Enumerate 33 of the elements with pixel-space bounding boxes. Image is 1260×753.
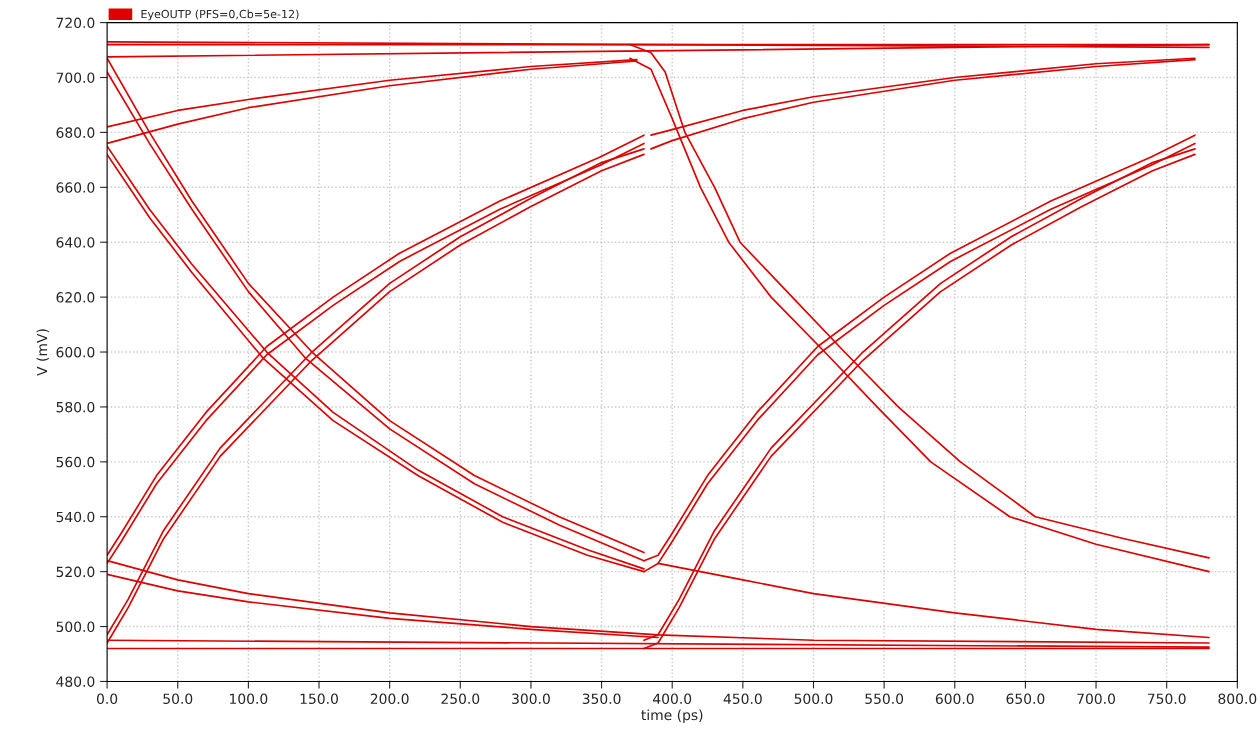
x-tick-label: 0.0 [96, 693, 118, 705]
x-tick-label: 800.0 [1218, 693, 1257, 705]
legend-label: EyeOUTP (PFS=0,Cb=5e-12) [141, 9, 299, 21]
y-tick-label: 680.0 [56, 127, 95, 138]
y-tick-label: 520.0 [56, 566, 95, 578]
x-tick-label: 550.0 [865, 693, 904, 705]
x-tick-label: 300.0 [512, 693, 550, 705]
y-tick-label: 620.0 [56, 292, 95, 303]
x-tick-label: 700.0 [1077, 693, 1115, 705]
x-tick-label: 250.0 [441, 693, 480, 705]
y-tick-label: 540.0 [56, 511, 95, 523]
y-tick-label: 640.0 [56, 237, 95, 248]
x-tick-label: 650.0 [1006, 693, 1045, 705]
y-tick-label: 700.0 [56, 72, 95, 83]
y-tick-label: 480.0 [56, 676, 95, 687]
y-tick-label: 500.0 [56, 621, 95, 633]
y-tick-label: 600.0 [56, 347, 95, 358]
x-tick-label: 100.0 [230, 693, 268, 705]
x-tick-label: 450.0 [723, 693, 762, 705]
x-tick-label: 350.0 [582, 693, 621, 705]
x-tick-label: 200.0 [370, 693, 409, 705]
y-tick-label: 580.0 [56, 401, 95, 413]
x-tick-label: 600.0 [935, 693, 974, 705]
x-tick-label: 50.0 [163, 693, 193, 705]
x-tick-label: 400.0 [653, 693, 692, 705]
y-tick-label: 720.0 [56, 17, 95, 29]
x-tick-label: 750.0 [1147, 693, 1186, 705]
y-tick-label: 660.0 [56, 182, 95, 193]
y-axis-title: V (mV) [36, 329, 49, 376]
x-tick-label: 500.0 [794, 693, 833, 705]
y-tick-label: 560.0 [56, 456, 95, 468]
x-tick-label: 150.0 [300, 693, 338, 705]
x-axis-title: time (ps) [641, 709, 703, 723]
